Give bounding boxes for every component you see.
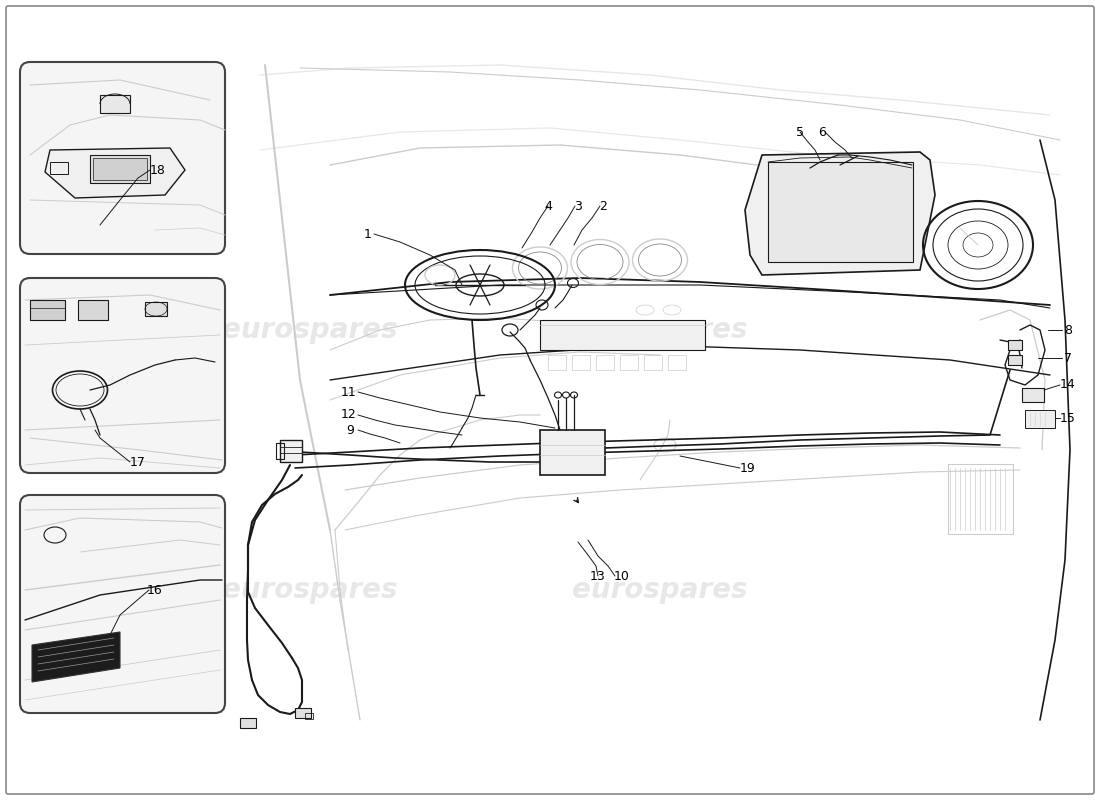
Bar [768,162,913,262]
Text: 3: 3 [574,199,582,213]
Bar [1008,340,1022,350]
Bar [540,430,605,475]
Text: 16: 16 [147,583,163,597]
Text: 19: 19 [740,462,756,474]
Bar [295,708,311,718]
Bar [572,355,590,370]
Bar [50,162,68,174]
Text: eurospares: eurospares [222,316,398,344]
Text: 2: 2 [600,199,607,213]
Text: 8: 8 [1064,323,1072,337]
FancyBboxPatch shape [20,495,226,713]
Bar [240,718,256,728]
Bar [540,320,705,350]
Bar [78,300,108,320]
Text: 7: 7 [1064,351,1072,365]
Bar [948,464,1013,534]
Text: 9: 9 [346,423,354,437]
Bar [1022,388,1044,402]
Text: 17: 17 [130,455,146,469]
Text: 12: 12 [341,409,356,422]
Text: 10: 10 [614,570,630,582]
Bar [145,302,167,316]
Bar [280,440,302,462]
Polygon shape [32,632,120,682]
Polygon shape [45,148,185,198]
Text: 13: 13 [590,570,606,582]
Bar [596,355,614,370]
Bar [100,95,130,113]
Bar [548,355,566,370]
Text: eurospares: eurospares [222,576,398,604]
FancyBboxPatch shape [20,62,226,254]
Polygon shape [745,152,935,275]
Bar [644,355,662,370]
Bar [94,158,147,180]
Bar [1008,355,1022,365]
Text: 14: 14 [1060,378,1076,391]
Bar [276,443,284,459]
FancyBboxPatch shape [20,278,226,473]
Text: 18: 18 [150,163,166,177]
Bar [90,155,150,183]
Text: 4: 4 [544,199,552,213]
Text: 1: 1 [364,227,372,241]
Text: 11: 11 [341,386,356,398]
Bar [1025,410,1055,428]
Bar [30,300,65,320]
Bar [305,713,314,719]
Text: 15: 15 [1060,411,1076,425]
Bar [668,355,686,370]
Text: 6: 6 [818,126,826,138]
Bar [620,355,638,370]
Text: eurospares: eurospares [572,316,748,344]
Text: eurospares: eurospares [572,576,748,604]
Text: 5: 5 [796,126,804,138]
